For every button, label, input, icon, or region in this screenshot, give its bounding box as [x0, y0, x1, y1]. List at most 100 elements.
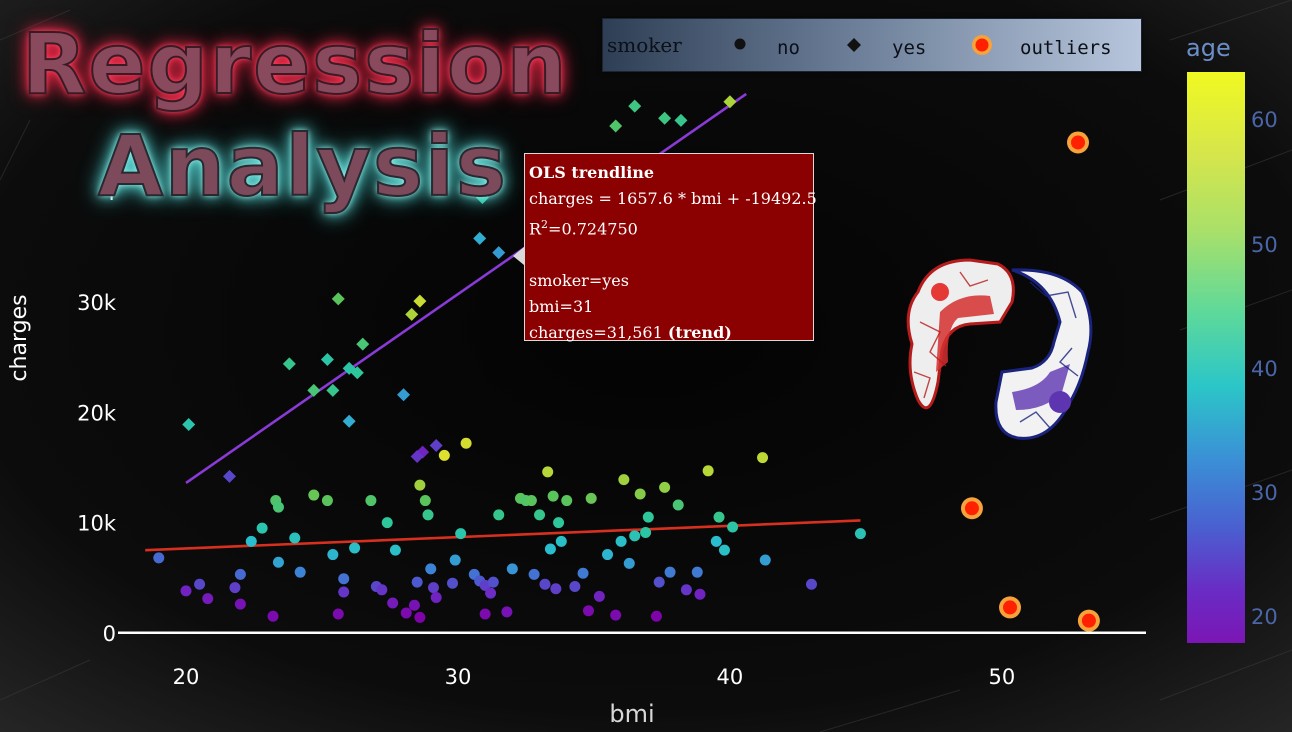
scatter-point-no [561, 495, 573, 507]
scatter-point-no [623, 557, 635, 569]
tooltip-spacer [529, 242, 809, 268]
legend-item-outliers[interactable]: outliers [1020, 37, 1112, 59]
scatter-point-no [455, 528, 467, 540]
scatter-point-no [534, 509, 546, 521]
scatter-point-no [408, 599, 420, 611]
outlier-point [964, 501, 979, 516]
legend-item-no[interactable]: no [777, 37, 800, 59]
scatter-point-no [805, 578, 817, 590]
scatter-point-no [493, 509, 505, 521]
scatter-point-no [422, 509, 434, 521]
outlier-point [1081, 613, 1096, 628]
scatter-point-no [460, 437, 472, 449]
legend-circle-icon[interactable] [733, 37, 747, 51]
tooltip-heading: OLS trendline [529, 163, 655, 182]
scatter-point-no [229, 582, 241, 594]
scatter-point-no [528, 568, 540, 580]
colorbar-tick: 30 [1251, 481, 1278, 505]
scatter-point-yes [342, 414, 356, 428]
legend-item-yes[interactable]: yes [892, 37, 927, 59]
scatter-point-no [759, 554, 771, 566]
scatter-point-no [691, 566, 703, 578]
scatter-point-no [713, 511, 725, 523]
y-tick-label: 10k [77, 512, 117, 536]
scatter-point-no [389, 544, 401, 556]
scatter-point-no [485, 587, 497, 599]
x-axis-label: bmi [609, 700, 654, 728]
scatter-point-yes [405, 307, 419, 321]
scatter-point-no [640, 527, 652, 539]
scatter-point-no [308, 489, 320, 501]
age-colorbar [1187, 72, 1245, 643]
trendline-no [145, 519, 861, 552]
scatter-point-yes [356, 337, 370, 351]
scatter-point-no [321, 495, 333, 507]
scatter-point-no [338, 586, 350, 598]
tooltip-bmi: bmi=31 [529, 297, 594, 317]
scatter-point-no [544, 543, 556, 555]
scatter-point-no [387, 597, 399, 609]
legend-outlier-icon[interactable] [970, 33, 994, 57]
colorbar-title: age [1186, 34, 1231, 62]
legend-title: smoker [607, 33, 682, 57]
outlier-point [1003, 600, 1018, 615]
scatter-point-no [525, 495, 537, 507]
scatter-point-no [680, 584, 692, 596]
scatter-point-no [539, 578, 551, 590]
scatter-point-no [582, 605, 594, 617]
scatter-point-no [272, 501, 284, 513]
scatter-point-yes [410, 449, 424, 463]
scatter-point-no [194, 578, 206, 590]
scatter-point-no [664, 566, 676, 578]
scatter-point-no [289, 532, 301, 544]
scatter-point-no [438, 449, 450, 461]
scatter-point-no [506, 563, 518, 575]
scatter-point-no [256, 522, 268, 534]
scatter-point-no [414, 479, 426, 491]
scatter-point-no [400, 607, 412, 619]
scatter-point-yes [307, 383, 321, 397]
hover-tooltip: OLS trendline charges = 1657.6 * bmi + -… [524, 153, 817, 342]
scatter-point-no [447, 577, 459, 589]
scatter-point-yes [658, 111, 672, 125]
scatter-point-no [702, 465, 714, 477]
scatter-point-no [553, 517, 565, 529]
scatter-point-no [180, 585, 192, 597]
scatter-point-no [602, 549, 614, 561]
y-tick-label: 30k [77, 291, 117, 315]
scatter-point-no [615, 535, 627, 547]
scatter-point-yes [429, 438, 443, 452]
scatter-point-yes [674, 113, 688, 127]
scatter-point-no [727, 521, 739, 533]
y-axis-label: charges [7, 294, 32, 381]
scatter-point-no [547, 490, 559, 502]
scatter-point-no [577, 567, 589, 579]
scatter-point-no [542, 466, 554, 478]
y-tick-label: 20k [77, 401, 117, 425]
scatter-point-no [642, 511, 654, 523]
scatter-point-no [710, 535, 722, 547]
scatter-point-no [294, 566, 306, 578]
tooltip-charges: charges=31,561 (trend) [529, 323, 732, 343]
x-tick-label: 40 [717, 665, 744, 689]
scatter-point-no [272, 556, 284, 568]
scatter-point-yes [475, 191, 489, 205]
scatter-point-no [653, 576, 665, 588]
scatter-point-no [487, 576, 499, 588]
scatter-point-no [629, 530, 641, 542]
title-regression: Regression [21, 15, 569, 113]
scatter-point-no [555, 535, 567, 547]
scatter-point-no [501, 606, 513, 618]
scatter-point-no [569, 581, 581, 593]
tooltip-smoker: smoker=yes [529, 271, 629, 291]
legend-diamond-icon[interactable] [846, 37, 862, 53]
legend: smoker no yes outliers [602, 18, 1142, 72]
data-points [153, 95, 1100, 632]
x-tick-label: 30 [445, 665, 472, 689]
scatter-point-yes [413, 294, 427, 308]
scatter-point-no [234, 598, 246, 610]
outlier-point [1071, 135, 1086, 150]
scatter-point-yes [628, 99, 642, 113]
scatter-point-no [349, 542, 361, 554]
